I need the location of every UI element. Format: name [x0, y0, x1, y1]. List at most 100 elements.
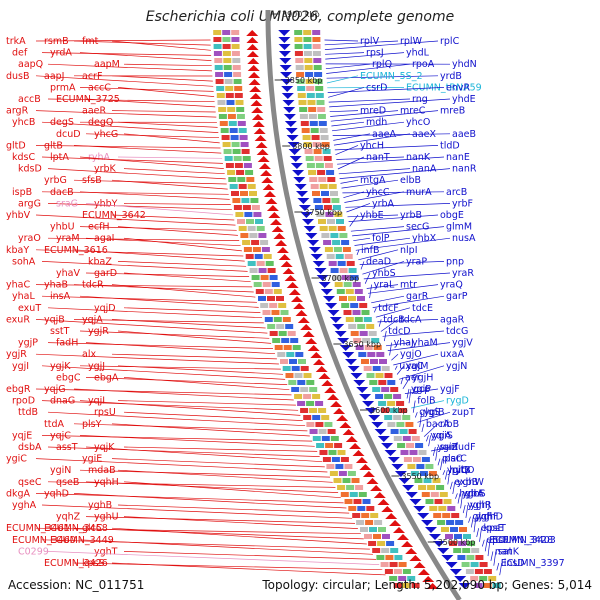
annotation-block-right — [402, 436, 411, 441]
annotation-block-right — [463, 534, 471, 539]
annotation-block-right — [387, 401, 396, 406]
leader-line-left — [123, 133, 220, 144]
annotation-block-left — [229, 184, 238, 189]
gene-arrow-right — [285, 128, 298, 134]
annotation-block-left — [220, 128, 229, 133]
leader-line-left — [47, 63, 213, 72]
gene-arrow-left — [248, 72, 261, 78]
annotation-block-left — [213, 44, 222, 49]
annotation-block-right — [350, 331, 359, 336]
gene-arrow-right — [320, 289, 333, 295]
gene-label-right: ygiZ — [437, 442, 458, 453]
gene-arrow-right — [303, 226, 316, 232]
annotation-block-left — [331, 457, 340, 462]
annotation-block-right — [363, 366, 372, 371]
leader-line-right — [470, 516, 474, 528]
gene-label-right: aer — [405, 372, 421, 383]
annotation-block-right — [458, 541, 467, 546]
annotation-block-left — [274, 345, 283, 350]
leader-line-right — [481, 539, 485, 547]
gene-arrow-right — [337, 338, 350, 344]
gene-arrow-left — [333, 408, 346, 414]
gene-label-right: nanA — [412, 164, 437, 175]
annotation-block-left — [243, 247, 252, 252]
annotation-block-left — [240, 233, 249, 238]
annotation-block-left — [347, 471, 356, 476]
gene-arrow-left — [278, 254, 291, 260]
annotation-block-left — [315, 401, 324, 406]
annotation-block-right — [316, 212, 325, 217]
annotation-block-right — [324, 247, 333, 252]
tick-label: 3750 kbp — [304, 208, 342, 217]
annotation-block-right — [344, 254, 353, 259]
gene-arrow-left — [291, 296, 303, 302]
gene-label-right: glcF — [473, 512, 492, 523]
annotation-block-left — [312, 415, 321, 420]
leader-line-left — [35, 249, 244, 257]
annotation-block-left — [326, 464, 335, 469]
leader-line-right — [372, 295, 445, 308]
gene-arrow-left — [422, 576, 435, 582]
annotation-block-left — [306, 422, 315, 427]
annotation-block-left — [271, 310, 280, 315]
annotation-block-right — [427, 485, 436, 490]
leader-line-right — [375, 307, 411, 318]
leader-line-left — [79, 469, 331, 478]
gene-label-left: acrF — [82, 71, 102, 82]
annotation-block-left — [292, 345, 301, 350]
gene-label-left: yqjD — [94, 303, 116, 314]
annotation-block-right — [303, 142, 312, 147]
annotation-block-right — [297, 93, 306, 98]
gene-label-right: elbB — [400, 175, 421, 186]
gene-label-right: yhdN — [452, 59, 477, 70]
leader-line-left — [35, 75, 214, 87]
annotation-block-right — [348, 268, 357, 273]
gene-label-right: mreB — [440, 106, 465, 117]
gene-label-right: gcp — [413, 384, 430, 395]
gene-label-right: mreC — [400, 106, 426, 117]
leader-line-right — [421, 423, 425, 432]
leader-line-right — [358, 249, 399, 261]
leader-line-right — [400, 377, 404, 385]
gene-arrow-left — [324, 387, 337, 393]
annotation-block-left — [234, 163, 243, 168]
annotation-block-left — [290, 338, 299, 343]
annotation-block-right — [337, 261, 346, 266]
annotation-block-right — [304, 65, 313, 70]
gene-arrow-right — [381, 443, 394, 449]
leader-line-left — [79, 330, 270, 339]
gene-label-left: glcC — [82, 523, 103, 534]
gene-label-right: yghD — [478, 512, 503, 523]
annotation-block-right — [433, 513, 442, 518]
annotation-block-left — [222, 30, 231, 35]
leader-line-right — [423, 423, 439, 437]
leader-line-right — [452, 481, 456, 495]
annotation-block-left — [351, 478, 360, 483]
annotation-block-left — [342, 478, 351, 483]
gene-label-left: aaeR — [82, 106, 106, 117]
tick-label: 3700 kbp — [322, 274, 360, 283]
gene-label-right: ygjN — [446, 361, 467, 372]
gene-arrow-right — [284, 121, 297, 127]
annotation-block-right — [470, 562, 479, 567]
annotation-block-left — [244, 212, 253, 217]
leader-line-left — [35, 493, 344, 504]
annotation-block-right — [443, 499, 452, 504]
annotation-block-left — [237, 219, 245, 224]
gene-label-right: yghJ — [470, 500, 490, 511]
gene-label-right: aaeA — [372, 129, 396, 140]
leader-line-right — [340, 179, 359, 184]
annotation-block-left — [237, 121, 246, 126]
gene-arrow-right — [282, 100, 295, 106]
gene-label-right: yqiA — [430, 430, 451, 441]
annotation-block-right — [364, 345, 373, 350]
genome-summary-label: Topology: circular; Length: 5,202,090 bp… — [262, 578, 592, 592]
annotation-block-left — [411, 583, 420, 588]
leader-line-left — [41, 435, 313, 442]
leader-line-right — [394, 365, 398, 370]
leader-line-right — [455, 493, 458, 499]
gene-label-left: ECUMN_3642 — [82, 210, 146, 221]
annotation-block-right — [342, 247, 351, 252]
gene-label-left: yhbV — [6, 210, 31, 221]
